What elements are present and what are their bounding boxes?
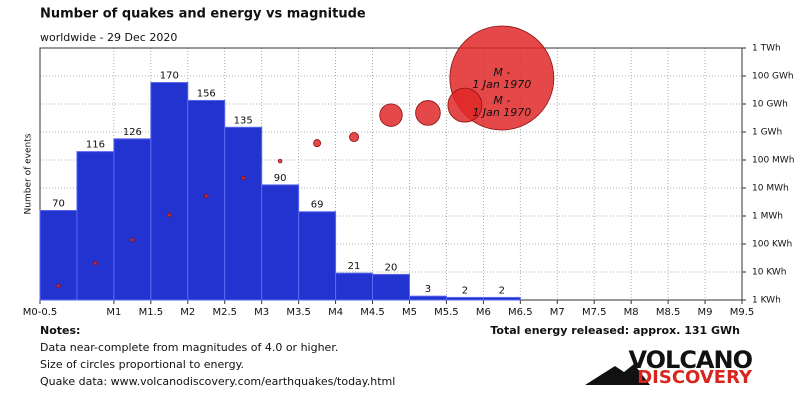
x-tick-label: M5.5 [434, 307, 459, 318]
bar-value-label: 156 [197, 88, 216, 99]
y2-tick-label: 100 GWh [752, 72, 794, 82]
bar-value-label: 126 [123, 127, 142, 138]
chart-title: Number of quakes and energy vs magnitude [40, 7, 366, 22]
chart-subtitle: worldwide - 29 Dec 2020 [40, 31, 177, 44]
x-tick-label: M6.5 [508, 307, 533, 318]
x-tick-label: M7 [550, 307, 565, 318]
bar-value-label: 135 [234, 115, 253, 126]
energy-bubble [56, 283, 61, 289]
bar-value-label: 2 [462, 285, 468, 296]
bar [150, 82, 189, 301]
bar-value-label: 170 [160, 71, 179, 82]
y2-tick-label: 10 KWh [752, 268, 787, 278]
energy-bubble [379, 103, 403, 127]
bar-value-label: 116 [86, 140, 105, 151]
y2-tick-label: 1 GWh [752, 128, 782, 138]
energy-bubble [241, 175, 246, 181]
x-tick-label: M9.5 [730, 307, 755, 318]
bar [482, 296, 521, 301]
bar-value-label: 90 [274, 173, 287, 184]
y2-tick-label: 1 TWh [752, 44, 781, 54]
bar [187, 99, 226, 301]
energy-bubble [277, 158, 283, 164]
bar [408, 295, 447, 301]
x-tick-label: M2.5 [212, 307, 237, 318]
x-tick-label: M2 [180, 307, 195, 318]
y2-tick-label: 10 MWh [752, 184, 789, 194]
bar-value-label: 21 [348, 261, 361, 272]
bar-value-label: 70 [52, 198, 65, 209]
bar [113, 138, 152, 301]
y2-tick-label: 1 KWh [752, 296, 781, 306]
logo-mountain [585, 364, 650, 385]
annotation: M - [493, 66, 510, 79]
logo: VOLCANO DISCOVERY [585, 346, 754, 388]
bar [298, 211, 337, 301]
energy-bubble [349, 132, 360, 143]
x-tick-label: M3 [254, 307, 269, 318]
logo-bottom: DISCOVERY [637, 367, 753, 388]
logo-top: VOLCANO [628, 346, 752, 374]
bar [445, 296, 484, 301]
x-tick-label: M5 [402, 307, 417, 318]
x-tick-label: M3.5 [286, 307, 311, 318]
bar [224, 126, 263, 301]
annotation: 1 Jan 1970 [472, 78, 531, 91]
x-tick-label: M4 [328, 307, 343, 318]
energy-bubble [313, 139, 322, 148]
note: Data near-complete from magnitudes of 4.… [40, 341, 338, 354]
x-tick-label: M9 [698, 307, 713, 318]
bar-value-label: 20 [385, 262, 398, 273]
bar-value-label: 69 [311, 200, 324, 211]
bar-value-label: 3 [425, 284, 431, 295]
x-tick-label: M1.5 [139, 307, 164, 318]
y2-tick-label: 100 KWh [752, 240, 792, 250]
energy-bubble [93, 260, 98, 266]
notes-heading: Notes: [40, 324, 80, 337]
x-tick-label: M8 [624, 307, 639, 318]
y2-tick-label: 1 MWh [752, 212, 783, 222]
annotation: M - [493, 94, 510, 107]
bar-value-label: 2 [499, 285, 505, 296]
energy-bubble [447, 87, 483, 123]
x-tick-label: M4.5 [360, 307, 385, 318]
total-energy: Total energy released: approx. 131 GWh [490, 324, 740, 337]
y2-tick-label: 100 MWh [752, 156, 794, 166]
x-tick-label: M8.5 [656, 307, 681, 318]
y-axis-title: Number of events [24, 133, 34, 214]
bar [372, 273, 410, 301]
bar [335, 272, 374, 301]
energy-bubble [415, 100, 441, 126]
x-tick-label: M6 [476, 307, 491, 318]
x-tick-label: M0-0.5 [23, 307, 58, 318]
bar [261, 184, 300, 301]
x-tick-label: M7.5 [582, 307, 607, 318]
x-tick-label: M1 [106, 307, 121, 318]
energy-bubble [204, 193, 209, 199]
note: Quake data: www.volcanodiscovery.com/ear… [40, 375, 395, 388]
annotation: 1 Jan 1970 [472, 106, 531, 119]
energy-bubble [130, 237, 135, 243]
bar [76, 151, 115, 301]
y2-tick-label: 10 GWh [752, 100, 788, 110]
note: Size of circles proportional to energy. [40, 358, 244, 371]
energy-bubble [167, 212, 172, 218]
